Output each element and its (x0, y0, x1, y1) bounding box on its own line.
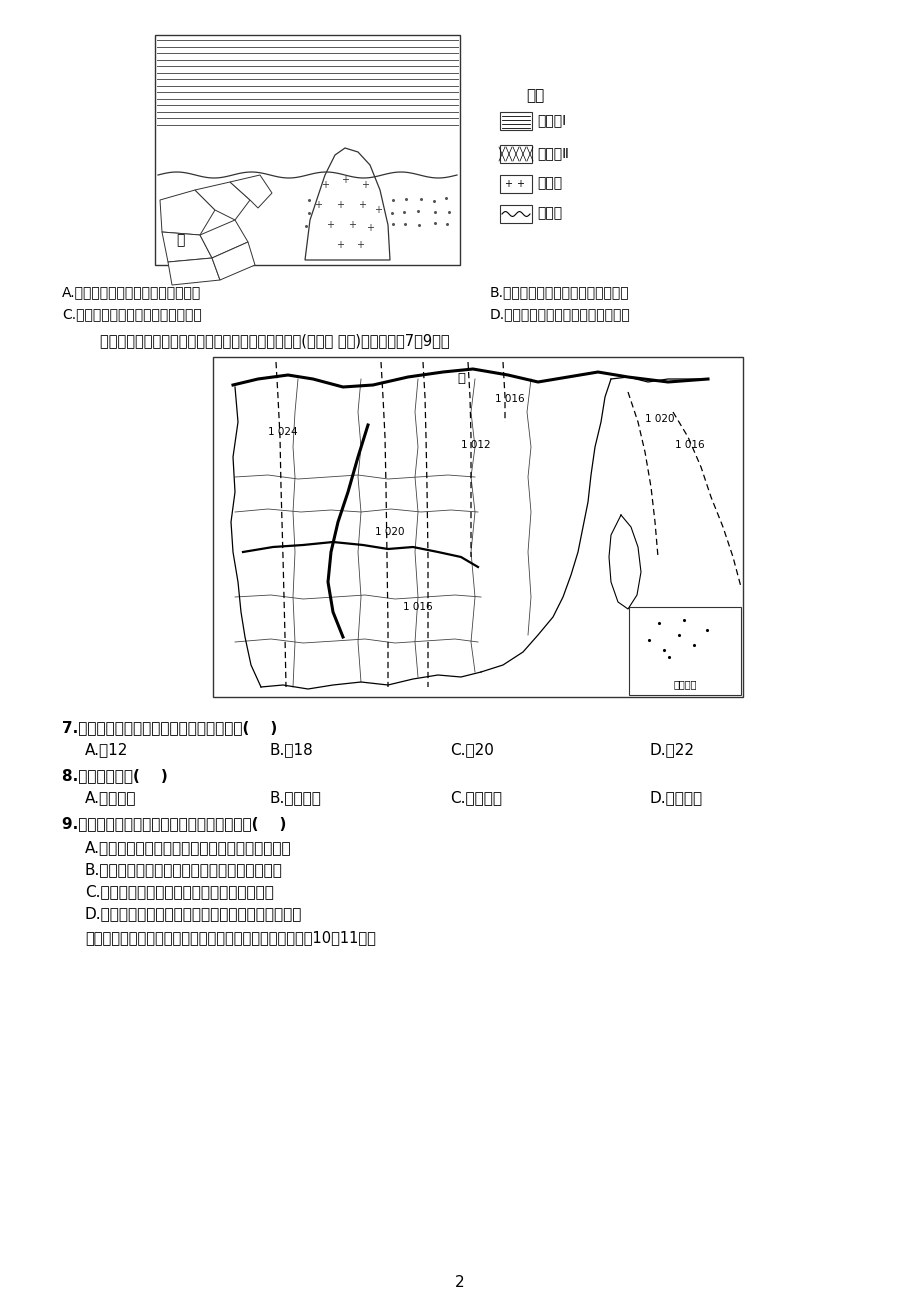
Bar (499, 145, 531, 163)
Text: C.　20: C. 20 (449, 742, 494, 756)
Bar (499, 204, 531, 223)
Polygon shape (211, 242, 255, 280)
Text: B.　岩浆侵入、侵蚀作用、沉积作用: B. 岩浆侵入、侵蚀作用、沉积作用 (490, 285, 629, 299)
Text: 2: 2 (455, 1275, 464, 1290)
Polygon shape (230, 174, 272, 208)
Text: 1 016: 1 016 (675, 440, 704, 450)
Polygon shape (160, 190, 215, 234)
Bar (154, 35, 459, 266)
Text: 侵蚀面: 侵蚀面 (537, 206, 562, 220)
Bar (499, 112, 531, 130)
Text: A.　西北风: A. 西北风 (85, 790, 136, 805)
Text: +: + (356, 240, 364, 250)
Text: +: + (313, 201, 322, 210)
Bar (629, 607, 740, 695)
Text: 沉积岩Ⅱ: 沉积岩Ⅱ (537, 146, 568, 160)
Text: +: + (360, 180, 369, 190)
Text: 南海诸岛: 南海诸岛 (673, 680, 696, 689)
Text: 甲: 甲 (457, 372, 464, 385)
Text: +: + (504, 178, 512, 189)
Text: B.　18: B. 18 (269, 742, 313, 756)
Text: +: + (366, 223, 374, 233)
Text: 1 020: 1 020 (375, 527, 404, 536)
Text: 8.　此时甲地吹(    ): 8. 此时甲地吹( ) (62, 768, 167, 783)
Text: 读世界某大陆西岸年降水量随纬度的变化曲线图，回答10～11题。: 读世界某大陆西岸年降水量随纬度的变化曲线图，回答10～11题。 (85, 930, 376, 945)
Text: A.　沉积作用、侵蚀作用、岩浆侵入: A. 沉积作用、侵蚀作用、岩浆侵入 (62, 285, 201, 299)
Text: 甲: 甲 (176, 233, 184, 247)
Polygon shape (305, 148, 390, 260)
Text: C.　西南风: C. 西南风 (449, 790, 502, 805)
Polygon shape (162, 232, 211, 262)
Text: A.　12: A. 12 (85, 742, 129, 756)
Text: 7.　此时图示区域水平气压差最大值可能为(    ): 7. 此时图示区域水平气压差最大值可能为( ) (62, 720, 277, 736)
Text: +: + (357, 201, 366, 210)
Polygon shape (168, 258, 220, 285)
Text: +: + (341, 174, 348, 185)
Text: 1 024: 1 024 (267, 427, 298, 437)
Text: D.　东南风: D. 东南风 (650, 790, 702, 805)
Polygon shape (195, 182, 250, 220)
Polygon shape (199, 220, 248, 258)
Text: D.　侵蚀作用、沉积作用、岩浆侵入: D. 侵蚀作用、沉积作用、岩浆侵入 (490, 307, 630, 322)
Text: 下图为我国部分区域天气形势图，图中虚线为等压线(单位： 百帕)。读图回答7～9题。: 下图为我国部分区域天气形势图，图中虚线为等压线(单位： 百帕)。读图回答7～9题… (100, 333, 449, 348)
Text: 图例: 图例 (526, 89, 543, 103)
Bar (213, 357, 743, 697)
Text: D.　全国大部分地区受副热带高气压控制，天气晴朗: D. 全国大部分地区受副热带高气压控制，天气晴朗 (85, 906, 302, 921)
Text: A.　全国绝大部分地区受冷高压控制，多阴雨天气: A. 全国绝大部分地区受冷高压控制，多阴雨天气 (85, 840, 291, 855)
Text: +: + (374, 204, 381, 215)
Text: B.　东北风: B. 东北风 (269, 790, 322, 805)
Text: +: + (325, 220, 334, 230)
Text: 9.　有关此时我国天气状况的描述，正确的是(    ): 9. 有关此时我国天气状况的描述，正确的是( ) (62, 816, 286, 831)
Text: +: + (335, 201, 344, 210)
Text: +: + (347, 220, 356, 230)
Text: 1 016: 1 016 (403, 602, 432, 612)
Text: 1 012: 1 012 (460, 440, 490, 450)
Text: 花岗岩: 花岗岩 (537, 176, 562, 190)
Text: +: + (321, 180, 329, 190)
Text: B.　冷锋已经到达华南地区，华南地区降温降水: B. 冷锋已经到达华南地区，华南地区降温降水 (85, 862, 282, 878)
Text: D.　22: D. 22 (650, 742, 694, 756)
Bar (499, 174, 531, 193)
Text: +: + (335, 240, 344, 250)
Text: C.　冷锋已经到达东北地区，带来了阴雨天气: C. 冷锋已经到达东北地区，带来了阴雨天气 (85, 884, 274, 898)
Text: C.　岩浆侵入、沉积作用、侵蚀作用: C. 岩浆侵入、沉积作用、侵蚀作用 (62, 307, 201, 322)
Text: 沉积岩Ⅰ: 沉积岩Ⅰ (537, 113, 565, 128)
Text: +: + (516, 178, 524, 189)
Text: 1 016: 1 016 (494, 395, 524, 404)
Text: 1 020: 1 020 (644, 414, 674, 424)
